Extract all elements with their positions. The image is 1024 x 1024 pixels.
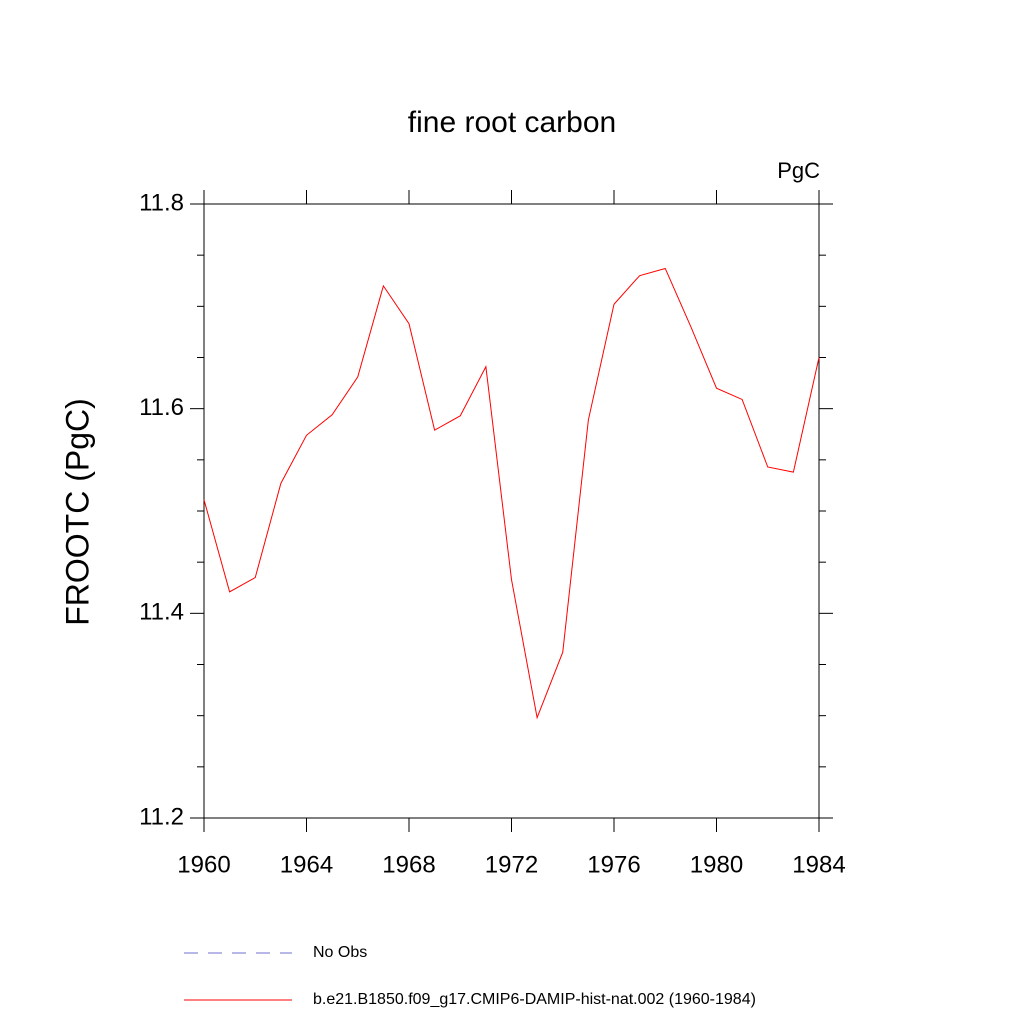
y-axis-label: FROOTC (PgC): [59, 398, 95, 626]
plot-frame: [203, 203, 820, 819]
x-tick-label: 1968: [382, 851, 435, 878]
y-tick-label: 11.2: [139, 803, 184, 830]
x-tick-label: 1976: [587, 851, 640, 878]
x-tick-label: 1964: [280, 851, 333, 878]
y-tick-label: 11.6: [139, 394, 184, 421]
x-tick-label: 1960: [177, 851, 230, 878]
y-tick-label: 11.8: [139, 189, 184, 216]
data-line: [203, 267, 820, 720]
x-tick-label: 1984: [792, 851, 845, 878]
units-label: PgC: [777, 158, 820, 183]
chart-title: fine root carbon: [408, 106, 616, 139]
x-tick-label: 1972: [485, 851, 538, 878]
legend-label: b.e21.B1850.f09_g17.CMIP6-DAMIP-hist-nat…: [313, 991, 756, 1008]
y-tick-label: 11.4: [139, 599, 184, 626]
legend-label: No Obs: [313, 944, 367, 961]
x-tick-label: 1980: [690, 851, 743, 878]
